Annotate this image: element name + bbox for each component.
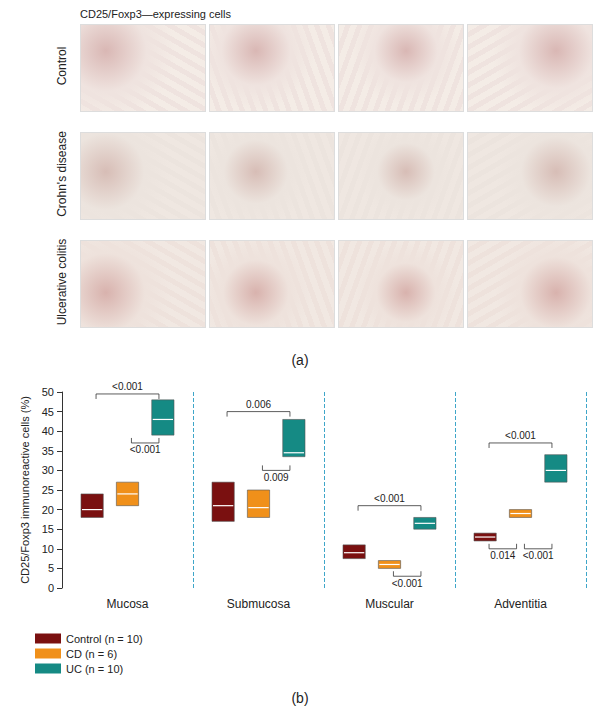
svg-text:40: 40 — [42, 425, 54, 437]
html-text:Control: Control — [55, 46, 69, 86]
svg-text:Mucosa: Mucosa — [106, 597, 148, 611]
svg-text:<0.001: <0.001 — [392, 578, 423, 589]
svg-text:<0.001: <0.001 — [505, 430, 536, 441]
svg-text:Muscular: Muscular — [365, 597, 414, 611]
svg-text:30: 30 — [42, 464, 54, 476]
svg-text:0.006: 0.006 — [246, 399, 271, 410]
svg-text:15: 15 — [42, 523, 54, 535]
svg-text:<0.001: <0.001 — [130, 444, 161, 455]
svg-text:Adventitia: Adventitia — [494, 597, 547, 611]
svg-text:0.014: 0.014 — [490, 550, 515, 561]
svg-text:<0.001: <0.001 — [112, 381, 143, 392]
html-text:(a): (a) — [291, 352, 309, 368]
svg-text:<0.001: <0.001 — [523, 550, 554, 561]
svg-text:UC (n = 10): UC (n = 10) — [66, 663, 123, 675]
svg-text:25: 25 — [42, 484, 54, 496]
svg-text:(b): (b) — [291, 690, 308, 706]
html-text:Ulcerative colitis: Ulcerative colitis — [55, 238, 69, 326]
svg-text:45: 45 — [42, 406, 54, 418]
svg-text:50: 50 — [42, 386, 54, 398]
html-text:Crohn's disease: Crohn's disease — [55, 131, 69, 217]
html-text:CD25/Foxp3—expressing cells: CD25/Foxp3—expressing cells — [80, 8, 231, 20]
svg-text:Submucosa: Submucosa — [227, 597, 291, 611]
svg-text:5: 5 — [48, 562, 54, 574]
svg-text:0: 0 — [48, 582, 54, 594]
svg-text:<0.001: <0.001 — [374, 493, 405, 504]
svg-text:Control (n = 10): Control (n = 10) — [66, 633, 143, 645]
svg-text:CD (n = 6): CD (n = 6) — [66, 648, 117, 660]
svg-text:35: 35 — [42, 445, 54, 457]
svg-text:20: 20 — [42, 504, 54, 516]
svg-text:CD25/Foxp3 immunoreactive cell: CD25/Foxp3 immunoreactive cells (%) — [19, 396, 31, 584]
svg-text:0.009: 0.009 — [264, 472, 289, 483]
svg-text:10: 10 — [42, 543, 54, 555]
